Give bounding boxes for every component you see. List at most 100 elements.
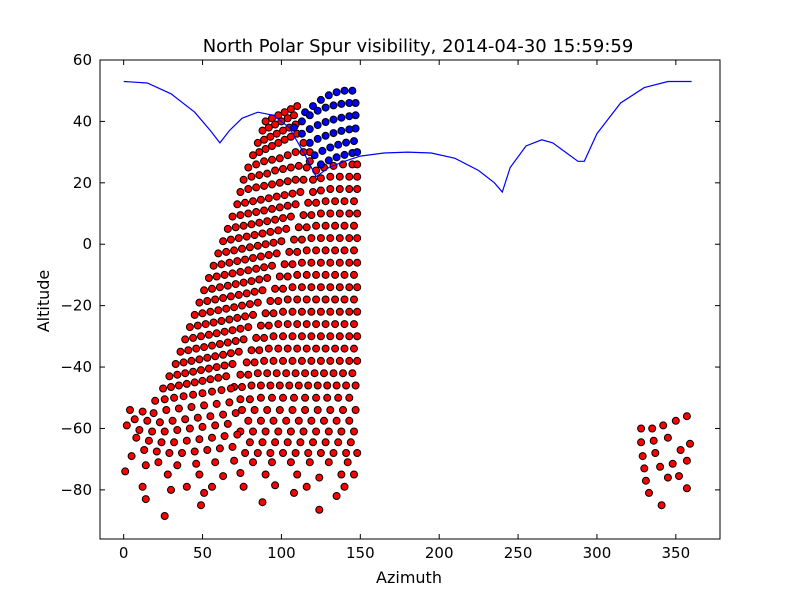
hidden-point <box>335 234 344 243</box>
hidden-point <box>160 512 169 520</box>
hidden-point <box>304 198 313 207</box>
hidden-point <box>296 188 305 196</box>
hidden-point <box>350 197 358 206</box>
y-tick-label: −20 <box>60 297 92 315</box>
hidden-point <box>686 439 694 448</box>
hidden-point <box>293 320 302 329</box>
hidden-point <box>231 223 240 232</box>
visible-point <box>329 101 338 110</box>
hidden-point <box>682 484 691 493</box>
hidden-point <box>353 283 362 292</box>
hidden-point <box>219 294 228 302</box>
hidden-point <box>247 381 256 390</box>
hidden-point <box>234 290 243 299</box>
hidden-point <box>231 280 240 289</box>
hidden-point <box>279 393 287 402</box>
hidden-point <box>222 304 231 313</box>
hidden-point <box>192 344 201 353</box>
hidden-point <box>244 209 253 218</box>
hidden-point <box>345 393 354 402</box>
hidden-point <box>286 105 295 114</box>
hidden-point <box>286 163 295 172</box>
hidden-point <box>245 300 254 309</box>
hidden-point <box>307 234 316 243</box>
hidden-point <box>291 148 300 157</box>
hidden-point <box>315 473 324 482</box>
hidden-point <box>220 361 229 370</box>
hidden-point <box>170 438 179 447</box>
hidden-point <box>668 459 677 468</box>
hidden-point <box>288 356 297 365</box>
hidden-point <box>294 381 303 390</box>
hidden-point <box>197 332 205 341</box>
hidden-point <box>340 221 349 230</box>
visible-point <box>348 86 357 95</box>
hidden-point <box>337 470 346 479</box>
hidden-point <box>290 488 298 497</box>
hidden-point <box>297 235 306 244</box>
hidden-point <box>249 458 257 467</box>
hidden-point <box>167 485 175 494</box>
y-tick-label: 20 <box>73 174 92 192</box>
hidden-point <box>260 333 269 342</box>
hidden-point <box>307 416 316 425</box>
hidden-point <box>288 406 297 414</box>
hidden-point <box>353 449 362 457</box>
hidden-point <box>266 132 275 141</box>
hidden-point <box>353 160 362 169</box>
hidden-point <box>301 369 310 378</box>
hidden-point <box>127 452 136 461</box>
hidden-point <box>335 209 344 218</box>
hidden-point <box>185 323 194 332</box>
hidden-point <box>297 283 306 292</box>
hidden-point <box>206 412 215 421</box>
hidden-point <box>263 217 272 226</box>
hidden-point <box>225 398 234 407</box>
hidden-point <box>280 191 289 200</box>
hidden-point <box>275 381 284 390</box>
hidden-point <box>143 416 152 425</box>
hidden-point <box>350 295 358 304</box>
x-tick-label: 200 <box>425 544 454 562</box>
hidden-point <box>345 283 354 292</box>
hidden-point <box>283 295 292 304</box>
hidden-point <box>316 209 325 218</box>
hidden-point <box>163 470 172 479</box>
hidden-point <box>346 438 355 447</box>
hidden-point <box>236 469 245 477</box>
hidden-point <box>236 211 245 220</box>
hidden-point <box>350 320 358 329</box>
visible-point <box>297 117 306 126</box>
hidden-point <box>247 220 256 229</box>
hidden-point <box>217 317 226 325</box>
hidden-point <box>264 321 273 330</box>
hidden-point <box>307 356 316 365</box>
hidden-point <box>247 277 256 286</box>
hidden-point <box>203 446 212 454</box>
hidden-point <box>345 416 354 425</box>
hidden-point <box>302 320 311 329</box>
hidden-point <box>215 340 224 348</box>
hidden-point <box>225 315 234 324</box>
hidden-point <box>348 369 357 378</box>
hidden-point <box>223 338 232 347</box>
hidden-point <box>230 303 239 312</box>
hidden-point <box>293 247 302 256</box>
hidden-point <box>238 244 246 253</box>
hidden-point <box>255 275 264 284</box>
hidden-point <box>244 416 253 425</box>
hidden-point <box>279 356 287 365</box>
hidden-point <box>138 407 147 416</box>
hidden-point <box>351 381 360 390</box>
hidden-point <box>321 246 330 255</box>
visible-point <box>353 148 362 157</box>
hidden-point <box>302 344 311 353</box>
hidden-point <box>190 447 199 456</box>
hidden-point <box>250 231 259 239</box>
hidden-point <box>245 438 254 447</box>
hidden-point <box>253 298 262 307</box>
hidden-point <box>313 406 322 414</box>
hidden-point <box>275 272 284 281</box>
